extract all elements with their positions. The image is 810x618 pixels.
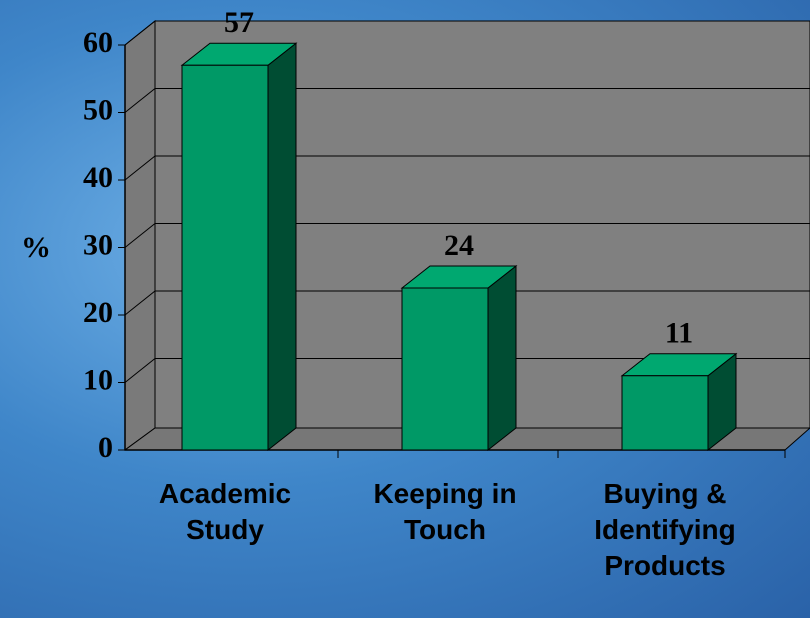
- x-tick-label: Keeping in Touch: [373, 478, 517, 545]
- value-label: 11: [665, 317, 693, 350]
- y-tick-label: 60: [83, 26, 113, 59]
- y-tick-label: 30: [83, 228, 113, 261]
- value-label: 24: [444, 229, 474, 262]
- grid-line: [124, 223, 156, 248]
- bar: [181, 64, 269, 451]
- bar-side: [487, 264, 517, 452]
- bar: [621, 375, 709, 451]
- x-tick-label: Buying & Identifying Products: [594, 478, 736, 581]
- bar: [401, 287, 489, 451]
- y-tick-label: 0: [98, 431, 113, 464]
- bar-side: [267, 42, 297, 452]
- y-axis-label: %: [21, 231, 51, 264]
- y-tick-label: 50: [83, 93, 113, 126]
- grid-line: [124, 155, 156, 181]
- y-tick-label: 40: [83, 161, 113, 194]
- value-label: 57: [224, 6, 254, 39]
- x-tick-label: Academic Study: [158, 478, 292, 545]
- grid-line: [124, 358, 156, 383]
- y-tick-label: 10: [83, 363, 113, 396]
- grid-line: [124, 290, 156, 316]
- grid-line: [124, 20, 156, 46]
- grid-line: [124, 88, 156, 113]
- y-tick-label: 20: [83, 296, 113, 329]
